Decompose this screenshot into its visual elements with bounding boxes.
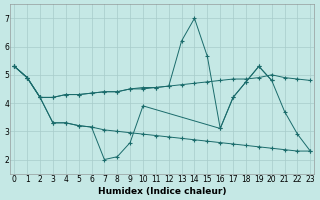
- X-axis label: Humidex (Indice chaleur): Humidex (Indice chaleur): [98, 187, 227, 196]
